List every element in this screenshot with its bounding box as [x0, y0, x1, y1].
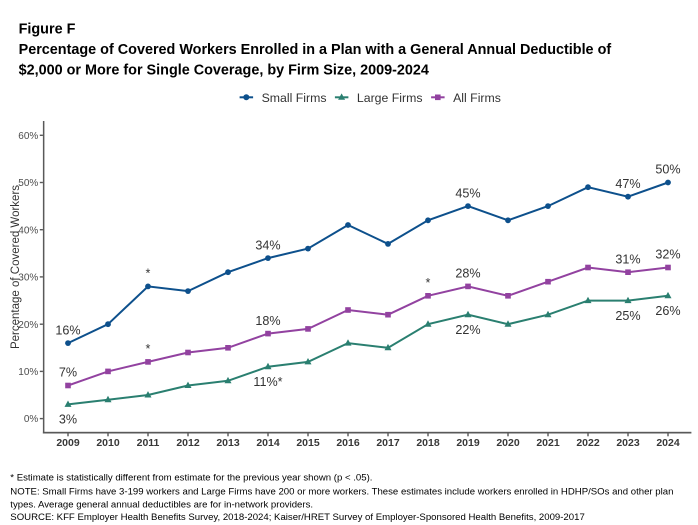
svg-text:34%: 34%: [255, 238, 280, 252]
svg-text:2013: 2013: [216, 437, 240, 449]
svg-text:2012: 2012: [176, 437, 200, 449]
svg-text:2021: 2021: [536, 437, 560, 449]
svg-text:2023: 2023: [616, 437, 640, 449]
svg-text:*: *: [146, 266, 151, 280]
svg-text:20%: 20%: [18, 320, 38, 331]
svg-text:* Estimate is statistically di: * Estimate is statistically different fr…: [10, 472, 372, 483]
svg-text:60%: 60%: [18, 131, 38, 142]
svg-text:Percentage of Covered Workers: Percentage of Covered Workers: [10, 185, 22, 349]
svg-text:26%: 26%: [655, 304, 680, 318]
svg-text:32%: 32%: [655, 248, 680, 262]
svg-text:11%*: 11%*: [253, 375, 282, 389]
svg-text:0%: 0%: [24, 414, 39, 425]
svg-text:*: *: [146, 342, 151, 356]
svg-text:45%: 45%: [455, 186, 480, 200]
svg-text:22%: 22%: [455, 323, 480, 337]
svg-text:31%: 31%: [615, 252, 640, 266]
svg-text:7%: 7%: [59, 366, 77, 380]
svg-text:47%: 47%: [615, 177, 640, 191]
svg-text:types. Average general annual: types. Average general annual deductible…: [10, 499, 313, 510]
svg-text:NOTE: Small Firms have 3-199 w: NOTE: Small Firms have 3-199 workers and…: [10, 486, 673, 497]
svg-text:*: *: [426, 276, 431, 290]
svg-text:Large Firms: Large Firms: [357, 91, 423, 105]
svg-text:$2,000 or More for Single Cove: $2,000 or More for Single Coverage, by F…: [19, 63, 429, 79]
svg-text:30%: 30%: [18, 273, 38, 284]
svg-text:2020: 2020: [496, 437, 520, 449]
svg-text:2015: 2015: [296, 437, 320, 449]
svg-text:2009: 2009: [56, 437, 80, 449]
svg-text:2019: 2019: [456, 437, 480, 449]
svg-text:50%: 50%: [18, 178, 38, 189]
svg-text:50%: 50%: [655, 163, 680, 177]
svg-text:2017: 2017: [376, 437, 400, 449]
svg-text:2016: 2016: [336, 437, 360, 449]
svg-text:2024: 2024: [656, 437, 680, 449]
svg-text:Figure F: Figure F: [19, 22, 76, 38]
svg-text:16%: 16%: [55, 323, 80, 337]
svg-text:2014: 2014: [256, 437, 280, 449]
svg-text:Percentage of Covered Workers: Percentage of Covered Workers Enrolled i…: [19, 42, 612, 58]
svg-text:25%: 25%: [615, 309, 640, 323]
svg-text:10%: 10%: [18, 367, 38, 378]
svg-text:Small Firms: Small Firms: [262, 91, 327, 105]
svg-text:28%: 28%: [455, 267, 480, 281]
svg-text:40%: 40%: [18, 225, 38, 236]
svg-text:2018: 2018: [416, 437, 440, 449]
svg-text:3%: 3%: [59, 413, 77, 427]
svg-text:2010: 2010: [96, 437, 120, 449]
svg-text:2022: 2022: [576, 437, 600, 449]
svg-text:SOURCE: KFF Employer Health Be: SOURCE: KFF Employer Health Benefits Sur…: [10, 512, 584, 523]
svg-text:2011: 2011: [137, 437, 160, 449]
svg-text:All Firms: All Firms: [453, 91, 501, 105]
svg-text:18%: 18%: [255, 314, 280, 328]
